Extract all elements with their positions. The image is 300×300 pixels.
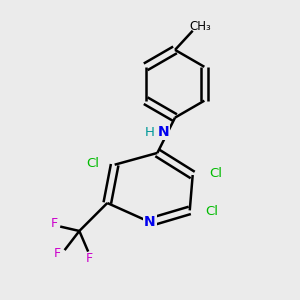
Text: Cl: Cl	[86, 157, 99, 170]
Text: Cl: Cl	[210, 167, 223, 180]
Text: F: F	[54, 247, 61, 260]
Text: CH₃: CH₃	[189, 20, 211, 33]
Text: F: F	[51, 217, 58, 230]
Text: Cl: Cl	[205, 205, 218, 218]
Text: H: H	[145, 126, 154, 139]
Text: N: N	[158, 125, 169, 139]
Text: F: F	[86, 252, 93, 266]
Text: N: N	[144, 215, 156, 229]
